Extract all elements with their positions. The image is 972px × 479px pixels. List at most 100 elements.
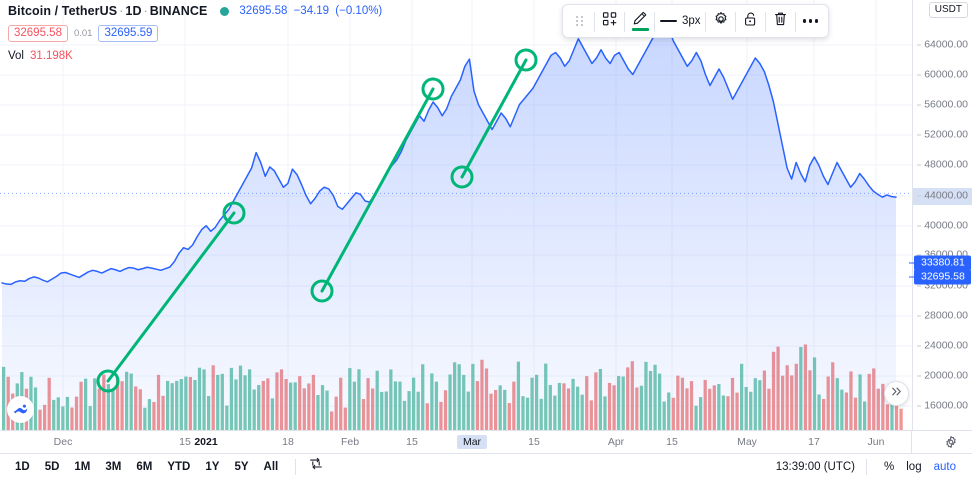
range-button-6m[interactable]: 6M: [136, 460, 153, 473]
trash-icon: [773, 11, 788, 32]
templates-icon: [602, 11, 618, 32]
price-axis-tick: 52000.00: [917, 128, 968, 141]
legend-change-abs: −34.19: [293, 5, 330, 17]
price-axis-tick: 60000.00: [917, 68, 968, 81]
range-button-5y[interactable]: 5Y: [234, 460, 249, 473]
trendline-drawings: [96, 48, 538, 393]
time-axis-tick: Feb: [340, 436, 360, 448]
price-axis-tick: 20000.00: [917, 369, 968, 382]
price-axis-tick: 36000.00: [917, 248, 968, 261]
price-axis-tick: 48000.00: [917, 158, 968, 171]
price-axis-tick: 44000.00: [917, 189, 968, 202]
delete-drawing-button[interactable]: [766, 5, 796, 37]
price-axis[interactable]: USDT 64000.00 60000.00 56000.00 52000.00 480…: [909, 0, 972, 430]
drawing-toolbar[interactable]: 3px: [562, 4, 829, 38]
volume-value: 31.198K: [30, 50, 73, 62]
time-axis[interactable]: Dec 15 2021 18 Feb 15 Mar 15 Apr 15 May 17 Jun: [0, 430, 972, 453]
goto-date-icon: [308, 456, 324, 477]
double-chevron-right-icon: [890, 385, 903, 403]
time-axis-divider: [911, 431, 912, 453]
price-axis-tick: 56000.00: [917, 98, 968, 111]
line-width-label: 3px: [682, 15, 701, 27]
scroll-to-realtime-button[interactable]: [884, 381, 909, 406]
currency-badge[interactable]: USDT: [928, 2, 968, 18]
bottom-divider-1: [295, 458, 297, 475]
series-color-dot: [220, 6, 230, 16]
interval-label[interactable]: 1D: [125, 4, 142, 18]
more-icon: [802, 19, 819, 23]
range-selector[interactable]: 1D 5D 1M 3M 6M YTD 1Y 5Y All: [0, 458, 285, 476]
legend-bidask-row: 32695.58 0.01 32695.59: [8, 24, 382, 43]
range-button-5d[interactable]: 5D: [44, 460, 60, 473]
time-axis-tick: 15: [666, 436, 678, 448]
price-axis-tick: 32000.00: [917, 279, 968, 292]
symbol-name[interactable]: Bitcoin / TetherUS: [8, 4, 118, 18]
time-axis-tick: Jun: [867, 436, 885, 448]
spread-value: 0.01: [73, 28, 93, 39]
price-axis-tick: 64000.00: [917, 38, 968, 51]
unlock-icon: [743, 11, 758, 32]
gear-icon: [713, 11, 729, 32]
more-options-button[interactable]: [796, 5, 826, 37]
time-axis-tick: 18: [282, 436, 294, 448]
drawing-settings-button[interactable]: [706, 5, 736, 37]
time-axis-tick: 2021: [194, 436, 218, 448]
legend-quote: 32695.58 −34.19 (−0.10%): [239, 5, 382, 17]
auto-scale-button[interactable]: auto: [933, 460, 956, 473]
price-axis-tick: 16000.00: [917, 399, 968, 412]
price-axis-tick: 24000.00: [917, 339, 968, 352]
goto-date-button[interactable]: [304, 454, 328, 479]
chart-settings-button[interactable]: [944, 435, 958, 454]
price-axis-tick: 28000.00: [917, 309, 968, 322]
legend-last-price: 32695.58: [239, 5, 288, 17]
bid-price[interactable]: 32695.58: [8, 25, 68, 42]
price-axis-tick: 40000.00: [917, 219, 968, 232]
legend-change-pct: (−0.10%): [335, 5, 383, 17]
time-axis-tick: Mar: [456, 435, 488, 449]
legend-separator-1: ·: [119, 4, 124, 18]
range-button-all[interactable]: All: [263, 460, 279, 473]
time-axis-tick: 15: [406, 436, 418, 448]
time-axis-tick: May: [737, 436, 757, 448]
range-button-ytd[interactable]: YTD: [167, 460, 191, 473]
current-price-tag: 32695.58: [909, 269, 971, 285]
log-scale-button[interactable]: log: [906, 460, 922, 473]
ask-price[interactable]: 32695.59: [98, 25, 159, 42]
bottom-right-controls[interactable]: 13:39:00 (UTC) % log auto: [776, 458, 972, 476]
price-area-fill: [2, 22, 896, 430]
legend-separator-2: ·: [143, 4, 148, 18]
range-button-1y[interactable]: 1Y: [205, 460, 220, 473]
price-axis-highlight-band: [913, 188, 972, 205]
drag-handle-icon: [576, 16, 584, 26]
current-price-tag: 33380.81: [909, 255, 971, 271]
tradingview-logo-icon: [13, 404, 28, 414]
legend-title-row: Bitcoin / TetherUS · 1D · BINANCE 32695.…: [8, 2, 382, 20]
pencil-tool-button[interactable]: [625, 5, 655, 37]
lock-drawing-button[interactable]: [736, 5, 766, 37]
bottom-divider-2: [866, 458, 868, 475]
exchange-label[interactable]: BINANCE: [149, 4, 208, 18]
toolbar-drag-handle[interactable]: [565, 5, 595, 37]
bottom-toolbar[interactable]: 1D 5D 1M 3M 6M YTD 1Y 5Y All 13:39:00 (UTC) % lo…: [0, 453, 972, 479]
time-axis-tick: Dec: [53, 436, 73, 448]
volume-label: Vol: [8, 50, 24, 62]
line-width-icon: [660, 20, 677, 22]
time-axis-tick: 17: [808, 436, 820, 448]
time-axis-tick: 15: [528, 436, 540, 448]
pencil-icon: [631, 11, 649, 31]
price-line: [1, 21, 897, 286]
range-button-1d[interactable]: 1D: [15, 460, 30, 473]
price-chart: [0, 0, 912, 430]
percent-scale-button[interactable]: %: [884, 460, 895, 473]
range-button-3m[interactable]: 3M: [105, 460, 122, 473]
line-width-button[interactable]: 3px: [655, 5, 706, 37]
chart-pane[interactable]: [0, 0, 912, 430]
range-button-1m[interactable]: 1M: [74, 460, 91, 473]
chart-legend: Bitcoin / TetherUS · 1D · BINANCE 32695.…: [8, 2, 382, 64]
time-axis-tick: Apr: [607, 436, 625, 448]
tradingview-logo[interactable]: [7, 396, 34, 423]
pencil-color-swatch: [631, 28, 649, 31]
templates-button[interactable]: [595, 5, 625, 37]
legend-volume-row: Vol 31.198K: [8, 48, 382, 64]
